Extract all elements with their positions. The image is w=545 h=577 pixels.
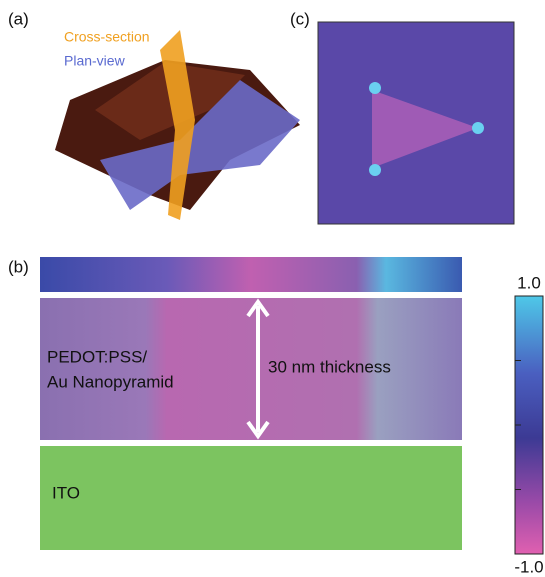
film-layer — [40, 298, 462, 440]
hotspot — [472, 122, 484, 134]
tick-label: 1.0 — [517, 273, 541, 292]
panel-label: (b) — [8, 257, 29, 276]
strip — [40, 257, 462, 292]
panel-label: (a) — [8, 9, 29, 28]
layer-label: Au Nanopyramid — [47, 372, 174, 391]
hotspot — [369, 164, 381, 176]
tick-label: -1.0 — [514, 557, 543, 576]
layer-label: PEDOT:PSS/ — [47, 347, 147, 366]
panel-label: (c) — [290, 9, 310, 28]
annotation: 30 nm thickness — [268, 357, 391, 376]
ito-layer — [40, 446, 462, 550]
annotation: Plan-view — [64, 53, 126, 69]
annotation: Cross-section — [64, 29, 150, 45]
figure: (a) Cross-section Plan-view (c) (b) PEDO… — [0, 0, 545, 577]
hotspot — [369, 82, 381, 94]
layer-label: ITO — [52, 483, 80, 502]
